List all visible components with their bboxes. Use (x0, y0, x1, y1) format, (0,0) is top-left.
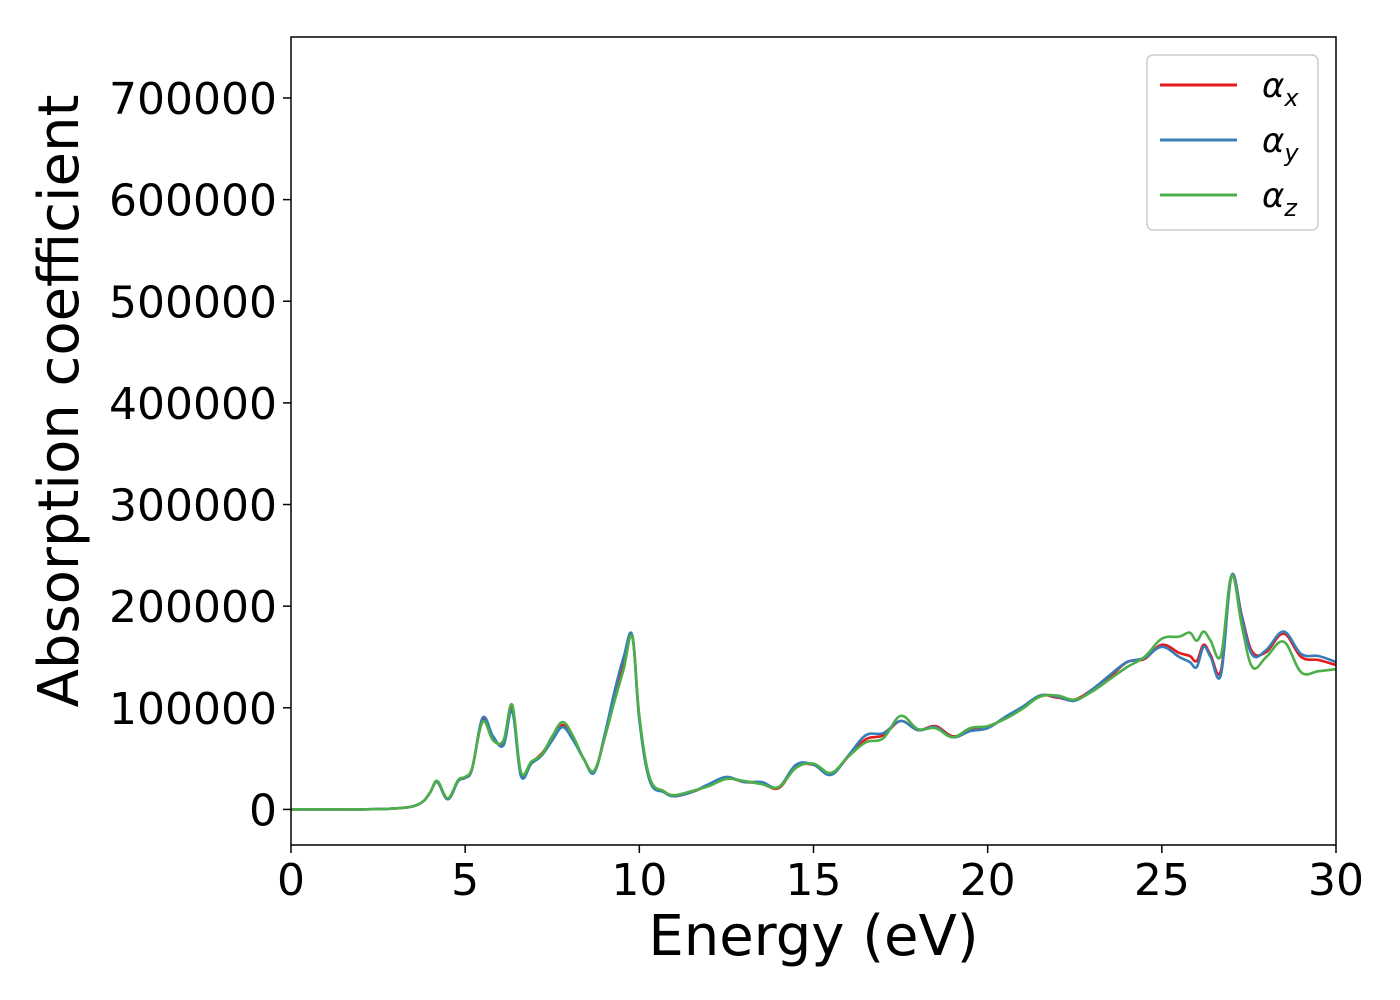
x-tick-label: 5 (451, 855, 479, 906)
y-tick-label: 500000 (109, 277, 277, 328)
x-axis-ticks: 0 5 10 15 20 25 30 (277, 845, 1364, 906)
series-line-z (291, 574, 1336, 811)
x-axis-title: Energy (eV) (648, 904, 978, 969)
y-tick-label: 400000 (109, 379, 277, 430)
legend-symbol: α (1262, 121, 1284, 161)
x-tick-label: 30 (1308, 855, 1364, 906)
legend-label: αy (1262, 121, 1299, 167)
legend-symbol: α (1262, 176, 1284, 216)
y-axis-title: Absorption coefficient (27, 95, 92, 708)
legend-label: αz (1262, 176, 1298, 222)
y-tick-label: 200000 (109, 582, 277, 633)
legend-box (1146, 54, 1319, 231)
y-tick-label: 700000 (109, 74, 277, 125)
axes-frame (290, 36, 1337, 846)
legend-subscript: y (1283, 139, 1299, 167)
y-tick-label: 0 (249, 785, 277, 836)
x-tick-label: 25 (1134, 855, 1190, 906)
series-layer (291, 572, 1336, 811)
y-tick-label: 100000 (109, 684, 277, 735)
y-tick-label: 300000 (109, 481, 277, 532)
y-tick-label: 600000 (109, 176, 277, 227)
legend-label: αx (1262, 66, 1299, 112)
x-tick-label: 0 (277, 855, 305, 906)
x-tick-label: 20 (960, 855, 1016, 906)
legend-subscript: z (1283, 194, 1298, 222)
legend-subscript: x (1283, 84, 1299, 112)
x-tick-label: 10 (611, 855, 667, 906)
x-tick-label: 15 (786, 855, 842, 906)
legend-symbol: α (1262, 66, 1284, 106)
y-axis-ticks: 0 100000 200000 300000 400000 500000 600000 700… (109, 74, 291, 836)
